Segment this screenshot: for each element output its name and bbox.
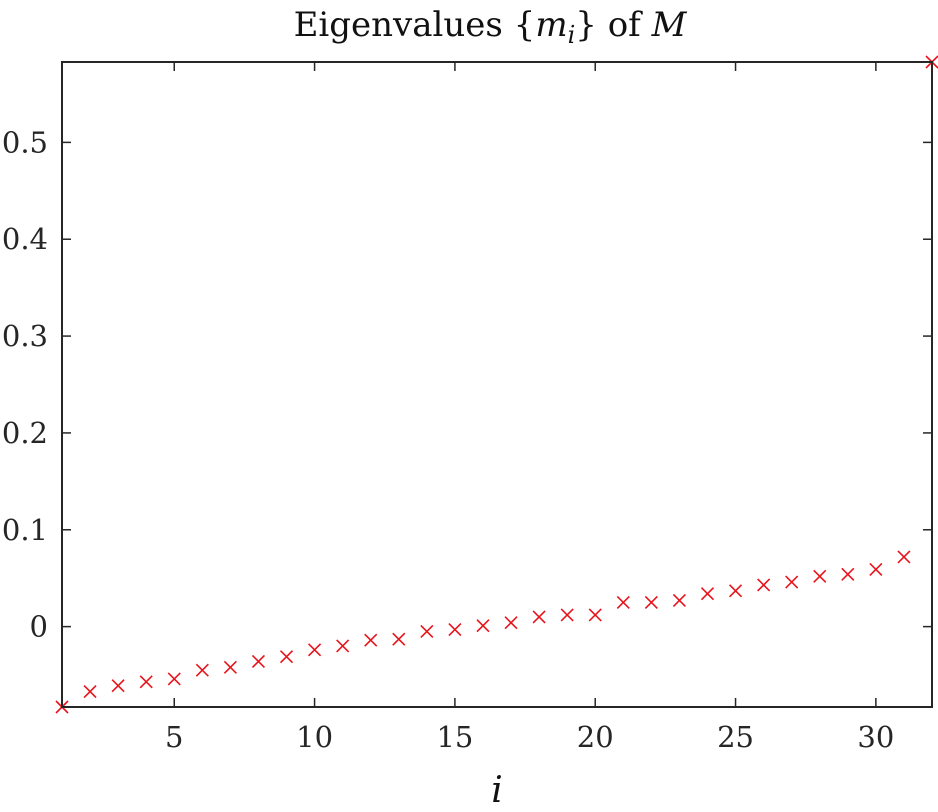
data-point-marker (813, 569, 827, 583)
data-point-marker (588, 608, 602, 622)
title-symbol: m (535, 5, 567, 45)
y-tick-labels: 0 0.1 0.2 0.3 0.4 0.5 (2, 125, 48, 643)
data-point-marker (672, 593, 686, 608)
title-prefix: Eigenvalues { (294, 5, 536, 45)
data-point-marker (279, 650, 294, 664)
data-point-marker (420, 624, 434, 639)
data-point-marker (223, 660, 237, 674)
plot-frame (61, 61, 933, 708)
title-middle: } of (575, 5, 651, 45)
x-tick-label: 10 (296, 720, 333, 754)
data-markers (55, 55, 938, 714)
y-tick-label: 0.4 (2, 222, 48, 256)
x-tick-labels: 5 10 15 20 25 30 (165, 720, 894, 754)
data-point-marker (728, 584, 743, 598)
x-tick-label: 5 (165, 720, 183, 754)
data-point-marker (757, 578, 771, 592)
x-tick-label: 25 (717, 720, 754, 754)
chart-title: Eigenvalues {mi} of M (294, 5, 688, 49)
y-tick-label: 0.1 (2, 513, 48, 547)
data-point-marker (504, 616, 518, 630)
x-tick-label: 15 (436, 720, 473, 754)
data-point-marker (364, 633, 378, 647)
y-tick-label: 0.2 (2, 416, 48, 450)
data-point-marker (869, 562, 883, 577)
data-point-marker (448, 622, 462, 637)
data-point-marker (644, 595, 658, 609)
x-tick-label: 20 (577, 720, 614, 754)
y-tick-label: 0.3 (2, 319, 48, 353)
data-point-marker (308, 643, 322, 657)
data-point-marker (336, 639, 350, 653)
data-point-marker (139, 675, 153, 689)
y-tick-label: 0.5 (2, 125, 48, 159)
data-point-marker (897, 550, 911, 564)
data-point-marker (532, 610, 546, 624)
x-tick-label: 30 (857, 720, 894, 754)
data-point-marker (251, 654, 266, 669)
data-point-marker (195, 663, 209, 677)
title-subscript: i (568, 21, 576, 49)
data-point-marker (700, 587, 715, 601)
title-matrix: M (651, 5, 688, 45)
data-point-marker (616, 595, 630, 609)
data-point-marker (841, 567, 855, 581)
data-point-marker (167, 672, 181, 686)
data-point-marker (560, 608, 574, 622)
data-point-marker (785, 575, 799, 589)
y-tick-label: 0 (30, 610, 48, 644)
axis-ticks (62, 62, 932, 707)
data-point-marker (476, 619, 490, 633)
data-point-marker (83, 684, 97, 699)
x-axis-label: i (491, 770, 503, 811)
data-point-marker (111, 679, 125, 693)
data-point-marker (392, 632, 406, 646)
